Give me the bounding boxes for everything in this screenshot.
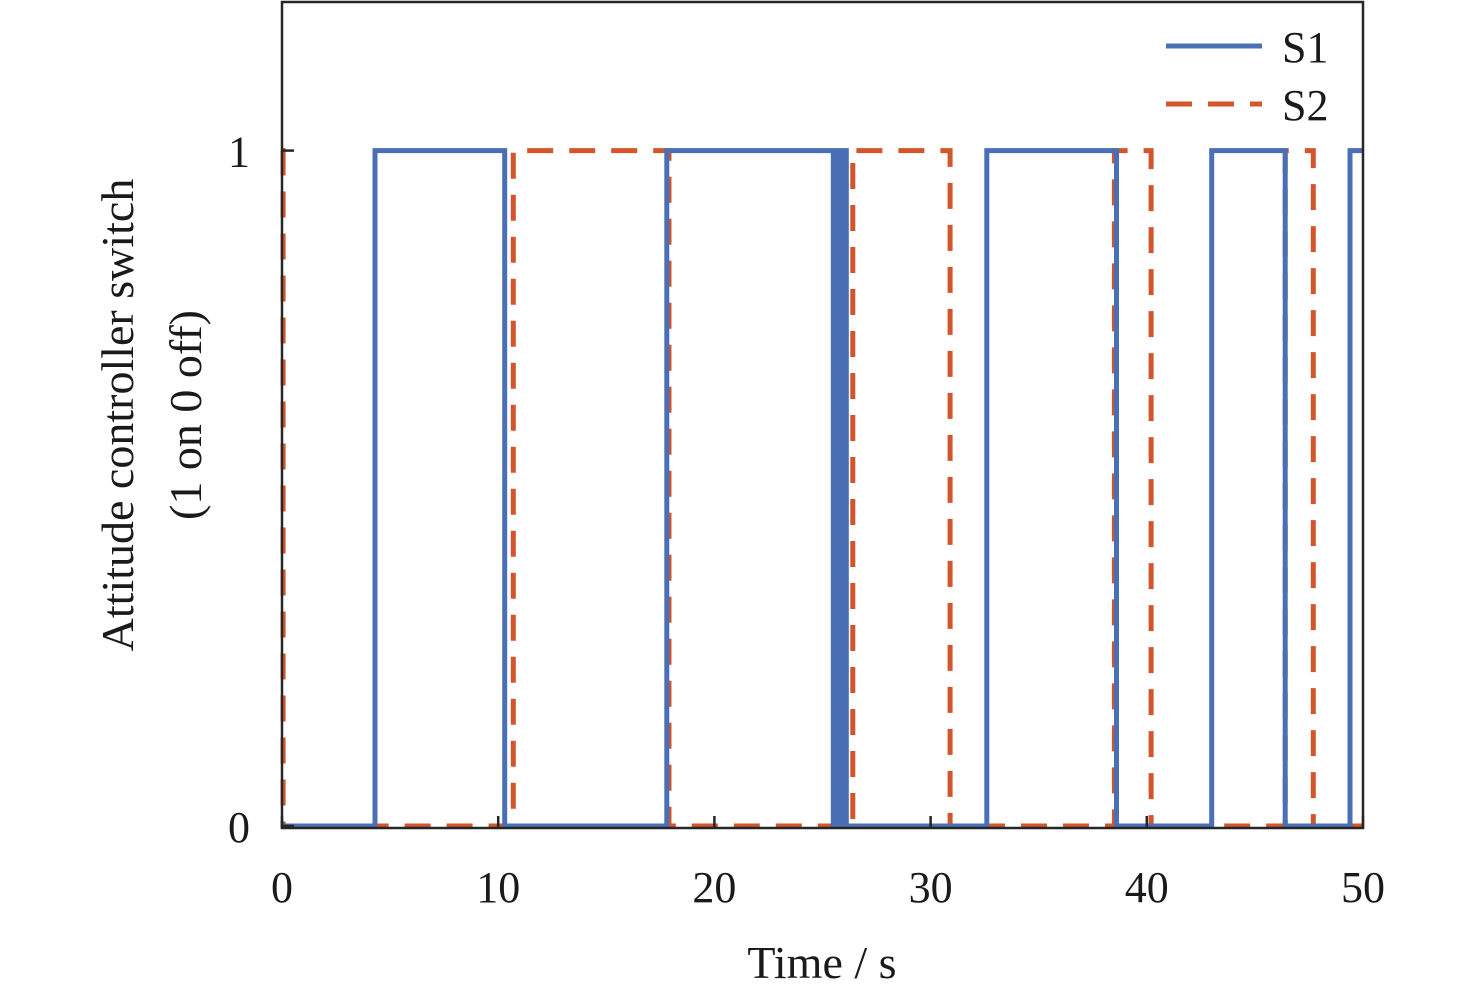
x-tick-label: 0 (271, 863, 293, 912)
x-tick-label: 20 (692, 863, 736, 912)
y-tick-label: 1 (228, 128, 250, 177)
y-axis-title-line2: (1 on 0 off) (160, 310, 211, 520)
x-tick-label: 50 (1341, 863, 1385, 912)
series-layer (280, 148, 1363, 829)
plot-area (280, 0, 1365, 830)
x-tick-labels: 0 10 20 30 40 50 (271, 863, 1385, 912)
x-tick-label: 10 (476, 863, 520, 912)
x-axis-title: Time / s (747, 937, 896, 988)
legend: S1 S2 (1166, 23, 1328, 130)
x-tick-label: 30 (909, 863, 953, 912)
y-axis-title-line1: Attitude controller switch (92, 179, 143, 652)
series-line-s1 (282, 148, 1363, 829)
y-tick-labels: 01 (228, 128, 250, 852)
axes-frame (280, 0, 1365, 830)
tick-marks (280, 149, 1365, 828)
series-line-s2 (280, 148, 1363, 829)
x-tick-label: 40 (1125, 863, 1169, 912)
y-tick-label: 0 (228, 803, 250, 852)
legend-label-s2: S2 (1282, 81, 1328, 130)
legend-label-s1: S1 (1282, 23, 1328, 72)
